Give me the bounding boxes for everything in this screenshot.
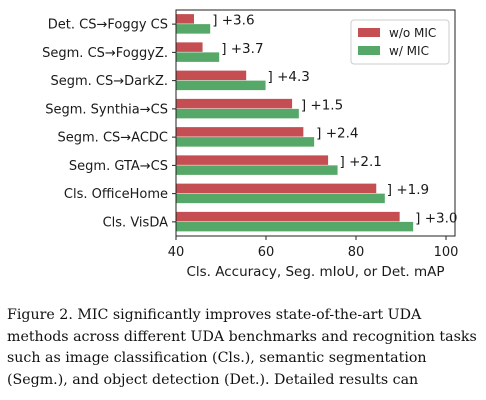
- improvement-annotation: ] +1.9: [387, 182, 429, 198]
- caption-text: MIC significantly improves state-of-the-…: [7, 307, 477, 388]
- bar-without-mic: [176, 14, 194, 24]
- bar-without-mic: [176, 127, 304, 137]
- bar-with-mic: [176, 52, 220, 62]
- x-axis-label: Cls. Accuracy, Seg. mIoU, or Det. mAP: [186, 264, 444, 280]
- caption-label: Figure 2.: [7, 307, 73, 323]
- bar-without-mic: [176, 183, 377, 194]
- bar-without-mic: [176, 98, 293, 109]
- x-tick-label: 60: [258, 245, 275, 260]
- x-tick-label: 40: [168, 245, 185, 260]
- category-label: Det. CS→Foggy CS: [48, 18, 168, 33]
- improvement-annotation: ] +3.6: [212, 13, 254, 29]
- category-label: Segm. CS→FoggyZ.: [42, 46, 168, 61]
- category-label: Cls. OfficeHome: [64, 187, 168, 202]
- bar-with-mic: [176, 193, 385, 204]
- bar-with-mic: [176, 165, 338, 175]
- bar-with-mic: [176, 80, 266, 91]
- bar-with-mic: [176, 24, 211, 34]
- bar-with-mic: [176, 221, 414, 232]
- category-label: Segm. GTA→CS: [69, 159, 168, 174]
- plot-frame: [175, 9, 456, 237]
- legend-label: w/o MIC: [389, 26, 436, 40]
- bar-without-mic: [176, 42, 203, 52]
- bar-with-mic: [176, 108, 299, 119]
- figure-caption: Figure 2. MIC significantly improves sta…: [7, 305, 481, 391]
- bar-without-mic: [176, 155, 329, 165]
- improvement-annotation: ] +3.0: [415, 210, 457, 226]
- improvement-annotation: ] +3.7: [221, 41, 263, 57]
- category-label: Segm. CS→ACDC: [58, 131, 168, 146]
- category-label: Segm. Synthia→CS: [45, 102, 168, 117]
- improvement-annotation: ] +4.3: [268, 69, 310, 85]
- bar-chart: Det. CS→Foggy CS ] +3.6 Segm. CS→FoggyZ. ] …: [42, 9, 459, 280]
- legend-swatch: [358, 28, 380, 37]
- x-tick-label: 100: [434, 245, 459, 260]
- improvement-annotation: ] +1.5: [301, 97, 343, 113]
- bar-without-mic: [176, 211, 400, 222]
- improvement-annotation: ] +2.1: [340, 154, 382, 170]
- x-tick-label: 80: [348, 245, 365, 260]
- category-label: Segm. CS→DarkZ.: [50, 74, 168, 89]
- legend-swatch: [358, 46, 380, 55]
- bar-without-mic: [176, 70, 247, 81]
- improvement-annotation: ] +2.4: [316, 126, 358, 142]
- legend-label: w/ MIC: [389, 44, 429, 58]
- category-label: Cls. VisDA: [103, 215, 169, 230]
- bar-with-mic: [176, 137, 315, 147]
